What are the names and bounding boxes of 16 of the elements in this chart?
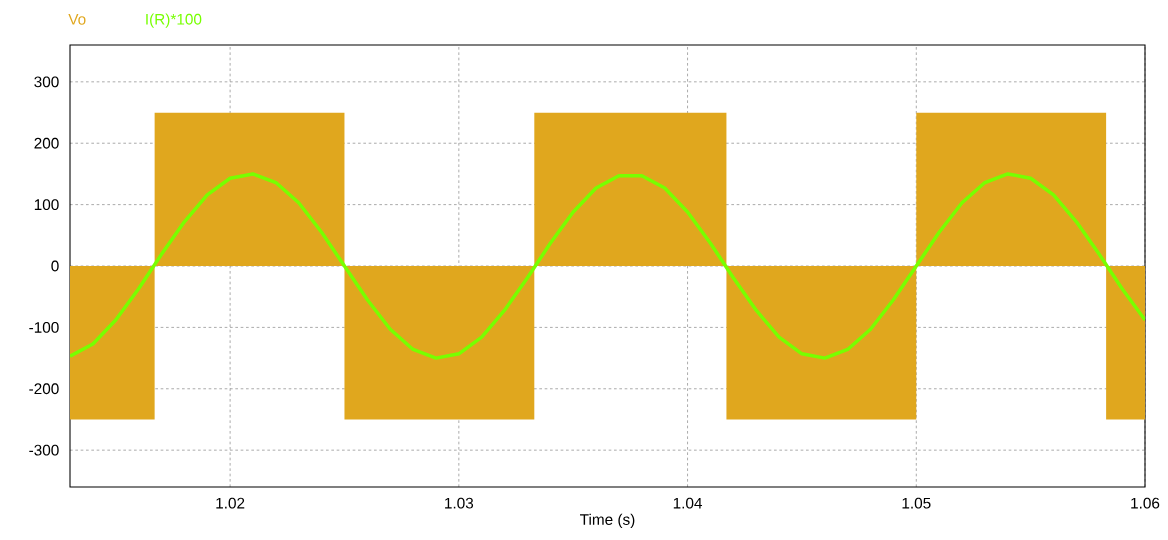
y-tick-label: -300 xyxy=(29,444,59,456)
text: I(R)*100 xyxy=(146,13,202,28)
y-tick-label: -200 xyxy=(29,383,59,395)
text: Vo xyxy=(68,14,86,25)
y-tick-label: 200 xyxy=(34,137,59,149)
x-tick-label: 1.06 xyxy=(1131,497,1160,509)
y-tick-label: 0 xyxy=(51,260,59,272)
y-tick-label: 100 xyxy=(34,199,59,211)
y-tick-label: -100 xyxy=(29,321,59,333)
x-tick-label: 1.03 xyxy=(445,497,474,509)
x-tick-label: 1.05 xyxy=(902,497,931,509)
line-series xyxy=(70,172,1146,360)
x-axis-title: Time (s) xyxy=(580,513,635,528)
x-tick-label: 1.02 xyxy=(216,497,245,509)
y-tick-label: 300 xyxy=(34,76,59,88)
x-tick-label: 1.04 xyxy=(673,497,703,509)
